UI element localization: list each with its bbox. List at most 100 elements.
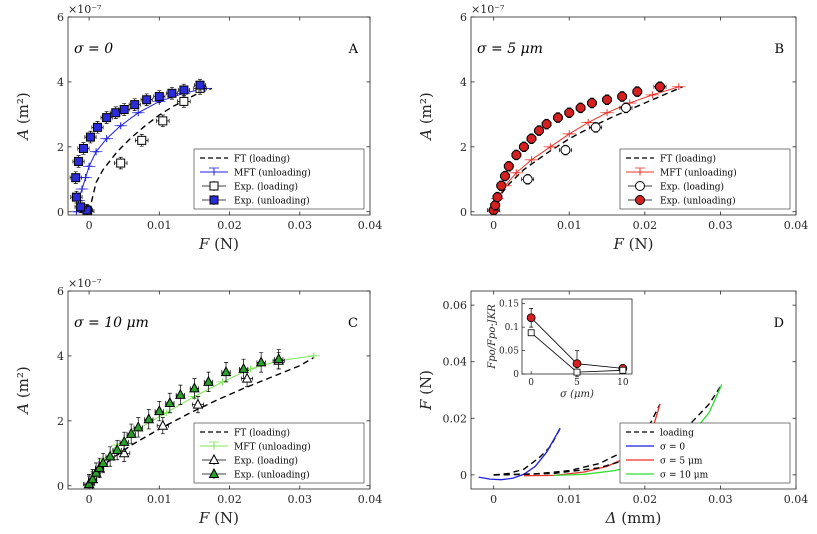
legend-box bbox=[193, 422, 365, 484]
x-axis-label-symbol: F bbox=[198, 509, 214, 527]
data-point bbox=[156, 114, 170, 128]
y-tick-label: 0 bbox=[57, 206, 64, 219]
marker bbox=[522, 174, 533, 185]
series-exp_unload bbox=[83, 349, 285, 489]
marker bbox=[143, 413, 155, 424]
marker bbox=[167, 88, 177, 98]
data-point bbox=[191, 396, 204, 414]
data-point bbox=[238, 358, 249, 379]
x-tick-label: 0 bbox=[490, 493, 497, 506]
data-point bbox=[132, 417, 144, 438]
y-axis-label: A (m²) bbox=[14, 366, 32, 416]
data-point bbox=[94, 457, 105, 478]
y-axis-label-unit: (N) bbox=[417, 370, 435, 395]
data-point bbox=[69, 171, 82, 184]
y-axis-label: F (N) bbox=[417, 370, 435, 411]
y-tick-label: 4 bbox=[460, 76, 467, 89]
data-point bbox=[602, 94, 613, 105]
panel-label: C bbox=[348, 316, 358, 331]
y-axis-label-unit: (m²) bbox=[14, 366, 32, 398]
marker bbox=[534, 125, 545, 136]
legend-label: MFT (unloading) bbox=[660, 168, 737, 179]
data-point bbox=[203, 371, 214, 392]
x-axis-label-unit: (N) bbox=[214, 235, 239, 253]
marker bbox=[552, 112, 563, 123]
legend-label: MFT (unloading) bbox=[234, 442, 311, 453]
series-s0 bbox=[478, 427, 561, 481]
data-point bbox=[534, 125, 545, 136]
y-tick-label: 0 bbox=[460, 206, 467, 219]
x-tick-label: 0.03 bbox=[708, 493, 733, 506]
y-axis-label-symbol: A bbox=[14, 398, 32, 416]
legend-label: Exp. (unloading) bbox=[234, 196, 310, 207]
marker bbox=[632, 86, 643, 97]
marker bbox=[154, 92, 164, 102]
marker bbox=[179, 85, 189, 95]
panel-a: 0 0.01 0.02 0.03 0.04 0 2 4 6 F (N) A (m²) ×10⁻⁷ σ =… bbox=[14, 3, 382, 253]
data-point bbox=[632, 86, 643, 97]
x-tick-label: 0.01 bbox=[557, 219, 582, 232]
panel-d: 0 0.01 0.02 0.03 0.04 0 0.02 0.04 0.06 Δ (mm) F (N… bbox=[417, 290, 809, 527]
legend-label: σ = 5 μm bbox=[660, 457, 703, 467]
inset-marker bbox=[572, 359, 582, 369]
y-tick-label: 2 bbox=[57, 415, 64, 428]
legend-marker bbox=[209, 195, 219, 205]
legend-marker bbox=[209, 181, 219, 191]
panel-label: A bbox=[348, 42, 359, 57]
x-tick-label: 0 bbox=[86, 493, 93, 506]
data-point bbox=[617, 91, 628, 102]
legend-label: Exp. (unloading) bbox=[234, 470, 310, 481]
marker bbox=[118, 447, 130, 458]
x-tick-label: 0.02 bbox=[217, 219, 242, 232]
marker bbox=[102, 113, 112, 123]
data-point bbox=[511, 149, 522, 161]
legend-label: FT (loading) bbox=[234, 428, 290, 439]
legend: FT (loading) MFT (unloading) Exp. (loading… bbox=[193, 422, 365, 484]
axes-box bbox=[470, 290, 797, 490]
legend-label: σ = 0 bbox=[660, 443, 685, 453]
legend-label: Exp. (unloading) bbox=[660, 196, 736, 207]
panel-label: D bbox=[774, 316, 784, 331]
data-point bbox=[559, 144, 572, 156]
exponent-label: ×10⁻⁷ bbox=[471, 3, 505, 16]
inset-series-open bbox=[527, 329, 627, 376]
panel-annotation: σ = 10 μm bbox=[74, 315, 149, 331]
x-tick-label: 0 bbox=[86, 219, 93, 232]
marker bbox=[137, 135, 147, 145]
panel-c: 0 0.01 0.02 0.03 0.04 0 2 4 6 F (N) A (m²) ×10⁻⁷ σ =… bbox=[14, 277, 382, 527]
data-point bbox=[564, 107, 575, 118]
data-point bbox=[575, 102, 586, 114]
x-tick-label: 0.03 bbox=[288, 493, 313, 506]
x-tick-label: 0.02 bbox=[633, 219, 658, 232]
marker bbox=[192, 398, 204, 409]
panel-b: 0 0.01 0.02 0.03 0.04 0 2 4 6 F (N) A (m²) ×10⁻⁷ σ =… bbox=[417, 3, 808, 253]
marker bbox=[125, 427, 137, 438]
data-point bbox=[654, 81, 665, 93]
legend-marker bbox=[635, 181, 645, 191]
data-point bbox=[97, 452, 109, 474]
legend: FT (loading) MFT (unloading) Exp. (loading… bbox=[619, 148, 791, 210]
y-axis-label-symbol: F bbox=[417, 395, 435, 411]
marker bbox=[71, 192, 81, 202]
data-point bbox=[111, 439, 123, 461]
data-point bbox=[255, 352, 267, 373]
marker bbox=[74, 156, 84, 166]
y-tick-label: 6 bbox=[57, 11, 64, 24]
data-point bbox=[90, 462, 102, 483]
data-point bbox=[72, 155, 85, 168]
x-tick-label: 0.04 bbox=[784, 493, 809, 506]
legend-marker bbox=[210, 168, 218, 176]
marker bbox=[164, 396, 176, 407]
data-point bbox=[70, 190, 83, 204]
inset-y-label: Fpo/Fpo-JKR bbox=[487, 304, 498, 370]
marker bbox=[153, 405, 165, 416]
panel-annotation: σ = 5 μm bbox=[477, 41, 543, 57]
data-point bbox=[273, 349, 285, 370]
legend-label: Exp. (loading) bbox=[660, 182, 724, 193]
data-point bbox=[153, 90, 166, 103]
legend: loading σ = 0 σ = 5 μm σ = 10 μm bbox=[619, 422, 791, 484]
y-tick-label: 0 bbox=[460, 469, 467, 482]
inset-marker bbox=[573, 368, 581, 376]
legend-marker bbox=[636, 168, 644, 176]
